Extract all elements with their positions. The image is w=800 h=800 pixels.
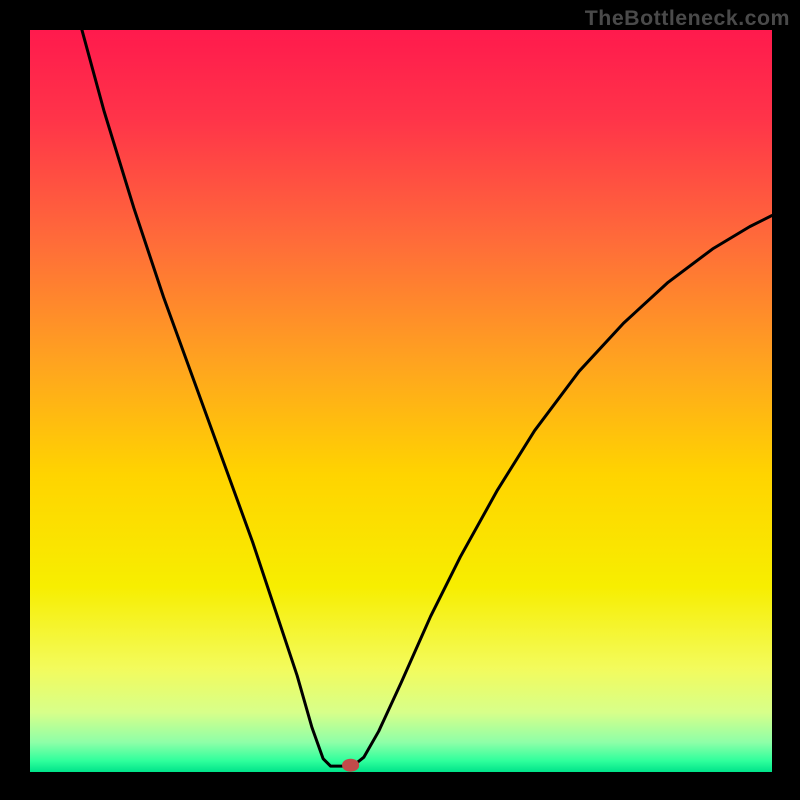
chart-frame: TheBottleneck.com xyxy=(0,0,800,800)
heat-gradient xyxy=(30,30,772,772)
watermark-text: TheBottleneck.com xyxy=(585,6,790,31)
optimum-marker xyxy=(342,759,360,772)
plot-area xyxy=(30,30,772,772)
